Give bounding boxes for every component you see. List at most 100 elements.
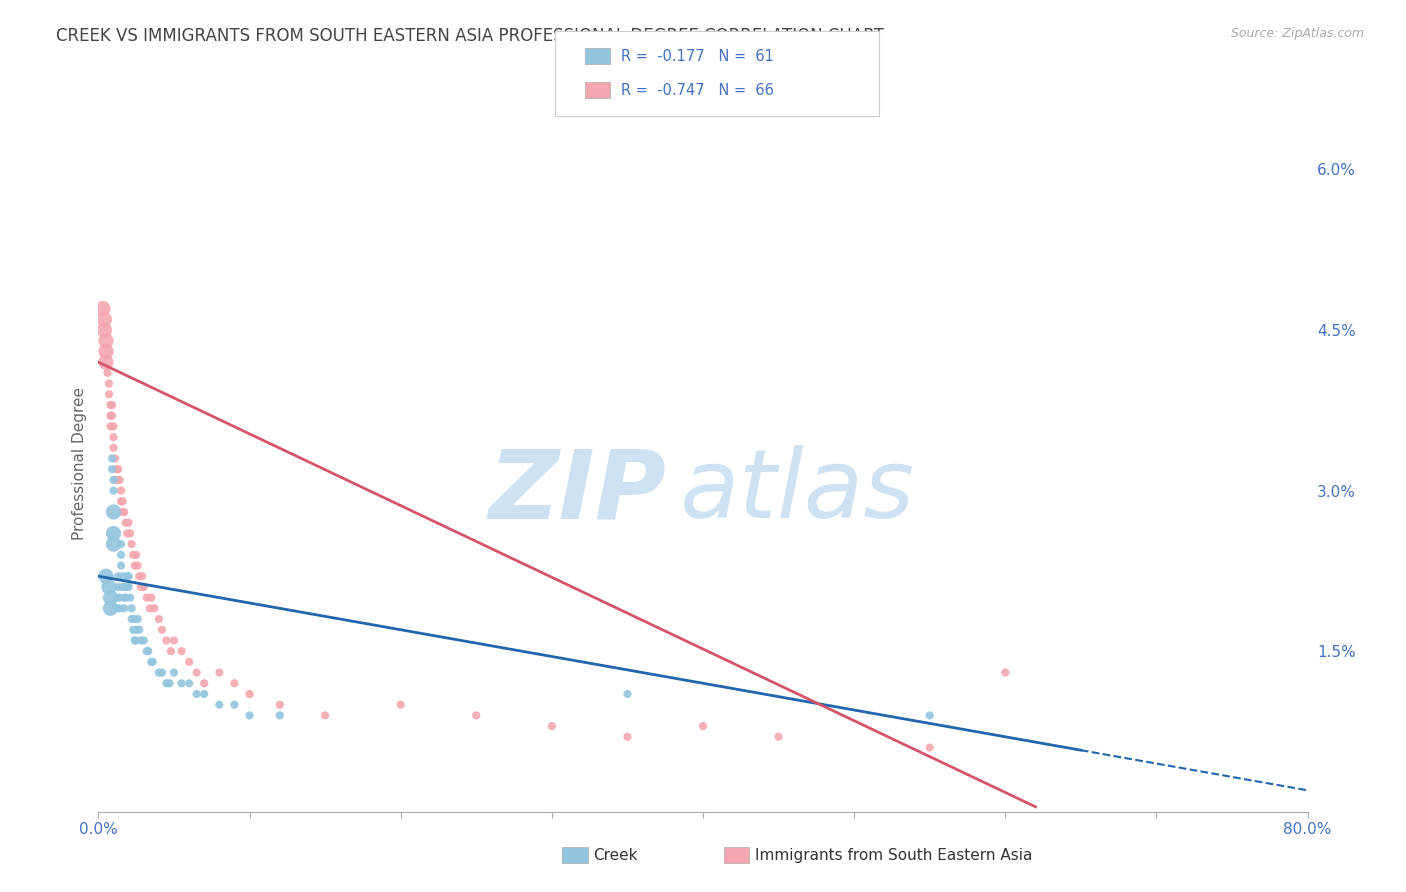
Point <box>139 601 162 615</box>
Point <box>112 601 135 615</box>
Point <box>918 740 941 755</box>
Point <box>98 376 121 391</box>
Point <box>114 580 136 594</box>
Text: ZIP: ZIP <box>489 445 666 538</box>
Point <box>111 569 134 583</box>
Text: Source: ZipAtlas.com: Source: ZipAtlas.com <box>1230 27 1364 40</box>
Point <box>93 312 115 326</box>
Point <box>239 687 262 701</box>
Point <box>208 665 231 680</box>
Text: R =  -0.177   N =  61: R = -0.177 N = 61 <box>621 49 775 63</box>
Point <box>114 516 136 530</box>
Point <box>111 580 134 594</box>
Point <box>103 537 125 551</box>
Point <box>94 569 117 583</box>
Point <box>100 601 122 615</box>
Text: Immigrants from South Eastern Asia: Immigrants from South Eastern Asia <box>755 848 1032 863</box>
Point <box>118 516 141 530</box>
Point <box>616 687 638 701</box>
Point <box>103 419 125 434</box>
Point <box>131 569 153 583</box>
Point <box>121 601 143 615</box>
Point <box>108 473 131 487</box>
Point <box>108 601 131 615</box>
Point <box>94 355 117 369</box>
Point <box>103 473 125 487</box>
Text: atlas: atlas <box>679 445 914 538</box>
Point <box>143 601 166 615</box>
Point <box>128 623 150 637</box>
Point <box>136 644 159 658</box>
Point <box>110 494 132 508</box>
Point <box>389 698 412 712</box>
Point <box>120 591 142 605</box>
Point <box>994 665 1017 680</box>
Point <box>186 665 208 680</box>
Point <box>114 591 136 605</box>
Point <box>111 494 134 508</box>
Point <box>111 505 134 519</box>
Point <box>127 612 149 626</box>
Point <box>110 483 132 498</box>
Point <box>125 623 148 637</box>
Point <box>108 591 131 605</box>
Point <box>94 334 117 348</box>
Point <box>120 526 142 541</box>
Point <box>121 612 143 626</box>
Point <box>103 505 125 519</box>
Point <box>98 387 121 401</box>
Point <box>269 708 291 723</box>
Point <box>155 676 177 690</box>
Point <box>186 687 208 701</box>
Point <box>122 623 145 637</box>
Point <box>122 548 145 562</box>
Point <box>107 569 129 583</box>
Point <box>239 708 262 723</box>
Point <box>193 687 215 701</box>
Point <box>465 708 488 723</box>
Point <box>150 623 173 637</box>
Point <box>110 558 132 573</box>
Point <box>94 344 117 359</box>
Point <box>269 698 291 712</box>
Point <box>110 548 132 562</box>
Point <box>314 708 336 723</box>
Point <box>105 473 128 487</box>
Point <box>121 537 143 551</box>
Point <box>101 409 124 423</box>
Point <box>208 698 231 712</box>
Point <box>150 665 173 680</box>
Point <box>118 580 141 594</box>
Point <box>115 526 138 541</box>
Point <box>224 676 246 690</box>
Point <box>155 633 177 648</box>
Point <box>103 430 125 444</box>
Text: CREEK VS IMMIGRANTS FROM SOUTH EASTERN ASIA PROFESSIONAL DEGREE CORRELATION CHAR: CREEK VS IMMIGRANTS FROM SOUTH EASTERN A… <box>56 27 884 45</box>
Point <box>103 441 125 455</box>
Point <box>115 569 138 583</box>
Point <box>224 698 246 712</box>
Point <box>179 655 201 669</box>
Point <box>132 633 155 648</box>
Point <box>100 419 122 434</box>
Point <box>148 665 170 680</box>
Point <box>125 633 148 648</box>
Point <box>115 580 138 594</box>
Point <box>129 580 152 594</box>
Point <box>103 483 125 498</box>
Text: Creek: Creek <box>593 848 638 863</box>
Point <box>118 569 141 583</box>
Point <box>135 644 157 658</box>
Point <box>107 580 129 594</box>
Point <box>128 569 150 583</box>
Point <box>112 505 135 519</box>
Point <box>170 676 193 690</box>
Point <box>132 580 155 594</box>
Point <box>127 558 149 573</box>
Point <box>93 323 115 337</box>
Point <box>170 644 193 658</box>
Point <box>768 730 790 744</box>
Point <box>110 537 132 551</box>
Point <box>125 548 148 562</box>
Point <box>100 398 122 412</box>
